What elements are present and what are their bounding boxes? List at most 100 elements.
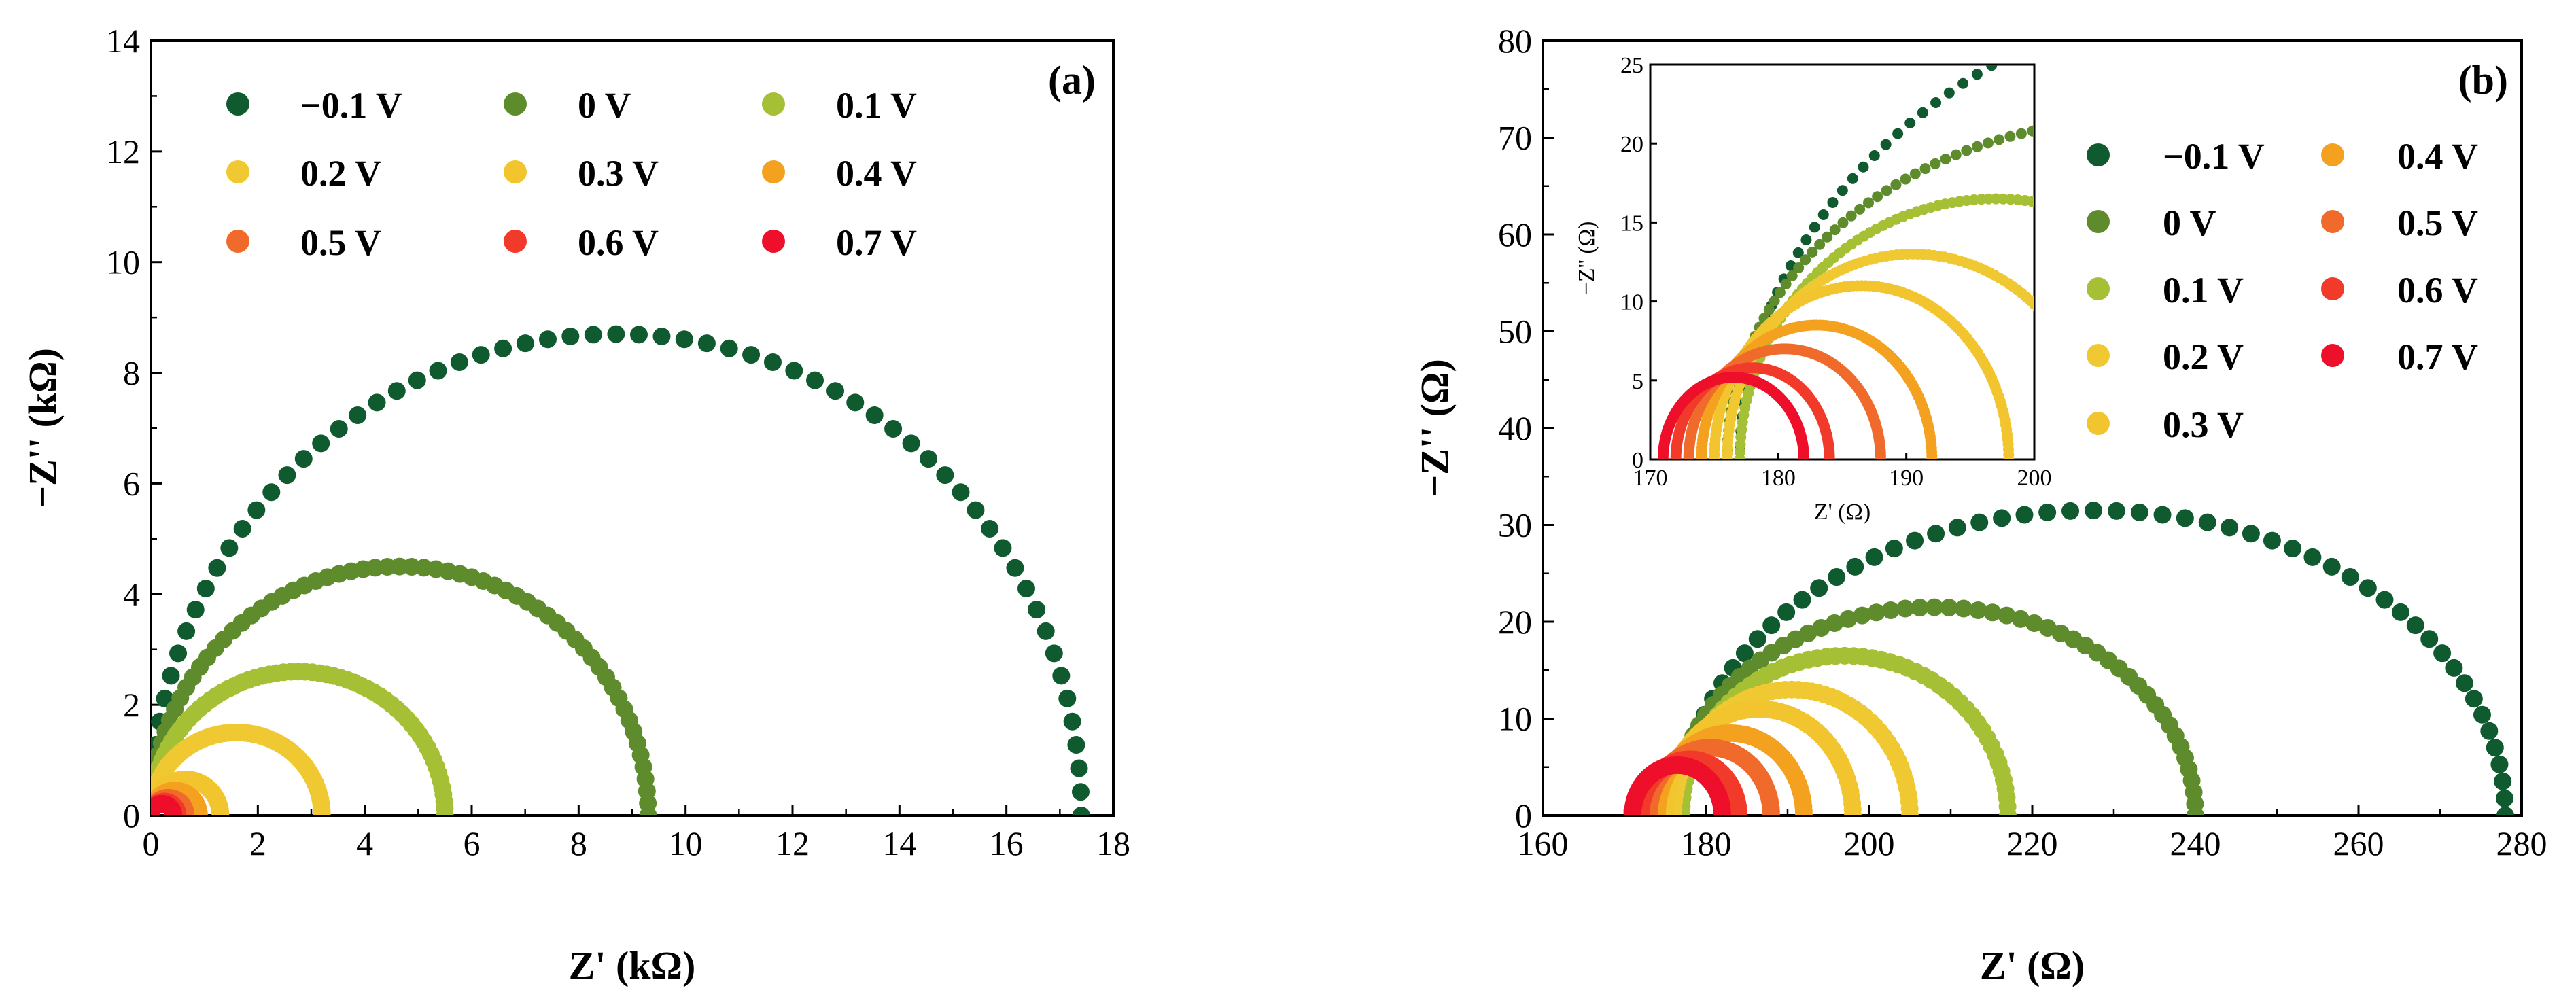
data-point (2073, 118, 2084, 128)
data-point (1762, 616, 1781, 635)
data-point (312, 434, 330, 453)
x-tick-label: 10 (669, 824, 703, 862)
data-point (2178, 117, 2189, 128)
data-point (981, 519, 999, 538)
data-point (2061, 338, 2072, 349)
y-tick-label: 10 (1498, 700, 1532, 738)
data-point (2482, 279, 2493, 289)
data-point (2280, 137, 2291, 148)
data-point (2055, 202, 2066, 213)
legend-a: −0.1 V 0 V 0.1 V 0.2 V 0.3 V 0.4 V 0.5 V 0.6 V 0… (226, 85, 917, 263)
y-tick-label: 0 (123, 796, 140, 835)
data-point (1919, 163, 1931, 175)
data-point (233, 519, 251, 538)
x-tick-label: 190 (1889, 466, 1924, 491)
data-point (1769, 295, 1780, 306)
data-point (1868, 150, 1880, 161)
data-point (1872, 191, 1883, 203)
data-point (186, 601, 205, 619)
data-point (2047, 319, 2058, 330)
x-tick-label: 160 (1518, 824, 1569, 862)
data-point (2061, 502, 2080, 520)
data-point (2147, 247, 2158, 258)
data-point (2243, 410, 2254, 421)
data-point (1904, 117, 1916, 128)
series-8 (1624, 756, 1731, 815)
data-point (2504, 313, 2515, 323)
data-point (387, 382, 406, 400)
data-point (1940, 599, 1958, 617)
data-point (2496, 807, 2514, 815)
data-point (1067, 736, 1085, 754)
data-point (2063, 21, 2074, 32)
data-point (1969, 601, 1987, 619)
x-tick-label: 2 (249, 824, 266, 862)
data-point (2064, 343, 2074, 354)
series-4 (1709, 280, 2015, 459)
y-tick-label: 30 (1498, 506, 1532, 544)
data-point (2085, 117, 2095, 128)
panel-a-series-layer (151, 325, 1090, 815)
data-point (169, 644, 188, 663)
y-tick-label: 6 (123, 464, 140, 502)
data-point (1795, 807, 1813, 815)
data-point (2087, 402, 2098, 412)
data-point (2541, 444, 2552, 455)
data-point (994, 539, 1012, 557)
data-point (2420, 630, 2439, 648)
legend-marker (2087, 210, 2110, 233)
data-point (2054, 329, 2065, 340)
data-point (697, 334, 716, 353)
data-point (2072, 358, 2083, 369)
data-point (1792, 247, 1804, 258)
data-point (2244, 417, 2255, 427)
series-8 (151, 794, 183, 815)
data-point (806, 371, 824, 389)
y-tick-label: 70 (1498, 119, 1532, 157)
data-point (1875, 454, 1886, 459)
data-point (1809, 222, 1820, 233)
panel-a: 0 2 4 6 8 10 12 14 16 18 0 2 4 6 8 10 12 14 −0.1 V 0 V 0.1 V… (20, 22, 1130, 987)
data-point (1730, 807, 1747, 815)
data-point (1045, 644, 1063, 663)
data-point (561, 327, 580, 345)
data-point (1986, 65, 1998, 71)
data-point (2063, 204, 2074, 215)
y-tick-label: 2 (123, 686, 140, 724)
series-0 (151, 325, 1090, 815)
legend-label: 0.1 V (2163, 270, 2244, 311)
data-point (1983, 603, 2002, 622)
legend-label: 0.6 V (2397, 270, 2478, 311)
data-point (1807, 246, 1818, 258)
data-point (2538, 415, 2549, 426)
data-point (2433, 644, 2452, 663)
x-tick-label: 0 (143, 824, 160, 862)
data-point (1800, 234, 1812, 245)
data-point (2155, 115, 2165, 126)
data-point (742, 346, 761, 364)
data-point (1943, 87, 1955, 99)
data-point (208, 559, 226, 577)
data-point (429, 362, 447, 380)
y-axis-title-a: −Z'' (kΩ) (20, 348, 65, 508)
data-point (349, 406, 367, 424)
data-point (1993, 509, 2011, 527)
y-tick-label: 25 (1620, 53, 1643, 78)
data-point (1950, 149, 1962, 160)
x-tick-label: 220 (2007, 824, 2058, 862)
data-point (2069, 353, 2080, 364)
data-point (2016, 43, 2027, 54)
data-point (2038, 503, 2057, 521)
data-point (1926, 598, 1943, 616)
data-point (1930, 97, 1942, 109)
data-point (884, 419, 903, 438)
data-point (2390, 191, 2401, 202)
data-point (785, 362, 803, 380)
data-point (1881, 185, 1892, 196)
data-point (1774, 287, 1786, 298)
data-point (2499, 304, 2509, 315)
data-point (2093, 454, 2104, 465)
inset-series-layer (1657, 21, 2552, 465)
data-point (1762, 807, 1780, 815)
data-point (2036, 306, 2047, 317)
